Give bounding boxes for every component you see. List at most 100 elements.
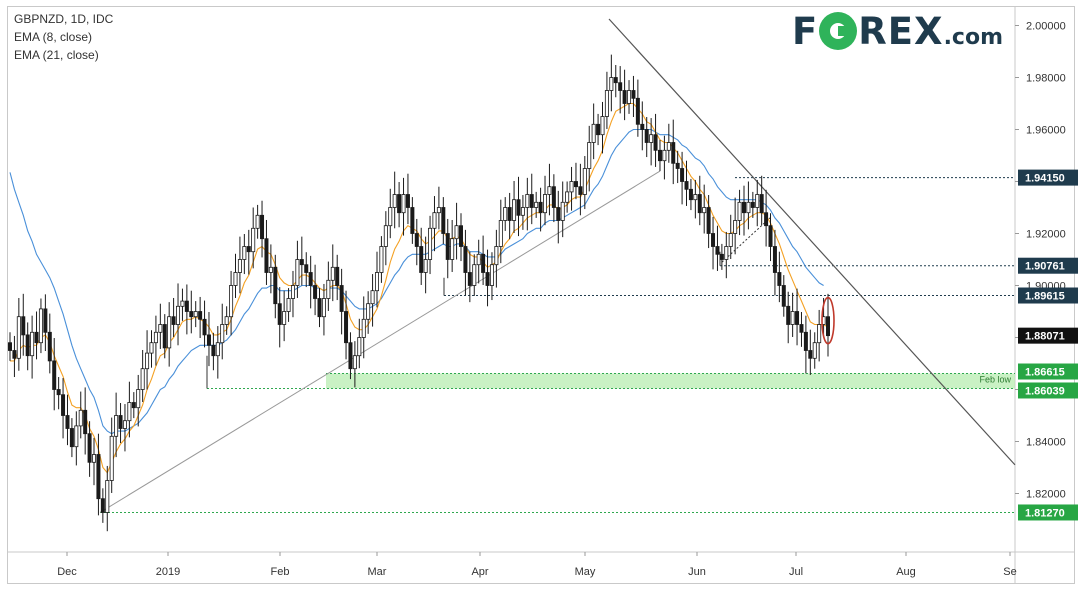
candle xyxy=(445,218,450,279)
candle xyxy=(631,75,636,118)
candle-body xyxy=(428,227,433,260)
candle xyxy=(401,177,406,236)
candle-body xyxy=(450,238,455,260)
candle-body xyxy=(719,253,724,260)
price-label-box xyxy=(1018,169,1078,186)
candle xyxy=(450,219,455,272)
candle-body xyxy=(768,225,773,247)
candle xyxy=(582,156,587,210)
candle xyxy=(697,175,702,226)
candle xyxy=(224,306,229,335)
price-axis[interactable]: 2.000001.980001.960001.940001.920001.900… xyxy=(1015,21,1078,521)
candle-body xyxy=(118,415,123,429)
candle xyxy=(578,163,583,216)
candle xyxy=(591,103,596,160)
candle xyxy=(520,195,525,230)
candle xyxy=(348,332,353,380)
candle xyxy=(693,179,698,219)
candle xyxy=(569,166,574,211)
candle-body xyxy=(472,264,477,286)
candle xyxy=(512,180,517,233)
candle-body xyxy=(21,316,26,336)
candle-body xyxy=(737,201,742,221)
candle-body xyxy=(198,311,203,320)
candle-body xyxy=(640,123,645,130)
candle-body xyxy=(790,311,795,325)
candle xyxy=(61,378,66,439)
candle-body xyxy=(379,246,384,273)
candle-body xyxy=(65,415,70,429)
candle xyxy=(184,284,189,335)
candle xyxy=(671,119,676,185)
candle-body xyxy=(410,207,415,234)
candle xyxy=(167,302,172,367)
candle-body xyxy=(352,355,357,370)
candle-body xyxy=(202,318,207,336)
candle xyxy=(472,254,477,296)
candle-body xyxy=(34,331,39,344)
candle xyxy=(728,214,733,259)
candle xyxy=(627,80,632,114)
symbol-title[interactable]: GBPNZD, 1D, IDC xyxy=(14,12,114,26)
candle-body xyxy=(600,116,605,136)
candle xyxy=(140,349,145,402)
candle xyxy=(529,173,534,225)
candle-body xyxy=(507,207,512,221)
candle-body xyxy=(772,246,777,273)
price-label-text: 1.89615 xyxy=(1025,291,1065,303)
candle xyxy=(759,175,764,226)
candle xyxy=(414,218,419,266)
candle-body xyxy=(12,350,17,359)
candle xyxy=(339,268,344,335)
candle xyxy=(114,392,119,458)
candle-body xyxy=(432,212,437,229)
candle xyxy=(467,251,472,303)
candle-body xyxy=(671,142,676,164)
candle-body xyxy=(786,305,791,325)
candle-body xyxy=(255,214,260,229)
candle xyxy=(507,192,512,240)
candle xyxy=(122,404,127,452)
candle-body xyxy=(273,266,278,305)
candle xyxy=(215,326,220,379)
candle xyxy=(684,160,689,206)
time-tick-label: 2019 xyxy=(156,566,180,578)
candle-body xyxy=(290,285,295,299)
price-label-box xyxy=(1018,363,1078,380)
candle xyxy=(596,113,601,146)
candle-body xyxy=(167,316,172,349)
candle-body xyxy=(622,90,627,104)
price-label-text: 1.88071 xyxy=(1025,331,1065,343)
candle-body xyxy=(817,324,822,344)
time-tick-label: Dec xyxy=(57,566,77,578)
ema-8-line xyxy=(10,102,829,474)
candle xyxy=(87,421,92,477)
candle xyxy=(255,204,260,239)
time-tick-label: Se xyxy=(1003,566,1016,578)
candle xyxy=(357,318,362,369)
ema-slow-legend[interactable]: EMA (21, close) xyxy=(14,48,99,62)
ema-fast-legend[interactable]: EMA (8, close) xyxy=(14,30,93,44)
candle-body xyxy=(83,409,88,435)
price-label-text: 1.86615 xyxy=(1025,367,1065,379)
candle-body xyxy=(618,82,623,91)
candle-body xyxy=(755,194,760,208)
candle xyxy=(145,330,150,390)
time-axis[interactable]: Dec 2019 Feb Mar Apr May Jun Jul Aug Se xyxy=(57,552,1017,578)
candle xyxy=(662,135,667,180)
candle-body xyxy=(189,311,194,318)
price-label-text: 1.86039 xyxy=(1025,385,1065,397)
candle xyxy=(83,387,88,455)
candle xyxy=(211,332,216,371)
candle-body xyxy=(109,435,114,481)
candle-body xyxy=(459,225,464,247)
candle-body xyxy=(591,123,596,143)
candle xyxy=(711,216,716,270)
candle-body xyxy=(397,194,402,214)
candle xyxy=(220,303,225,360)
candle-body xyxy=(339,285,344,312)
candle xyxy=(719,243,724,270)
price-tick-label: 1.84000 xyxy=(1026,437,1066,449)
price-label-1-81270: 1.81270 xyxy=(1018,504,1078,521)
candle xyxy=(304,252,309,288)
